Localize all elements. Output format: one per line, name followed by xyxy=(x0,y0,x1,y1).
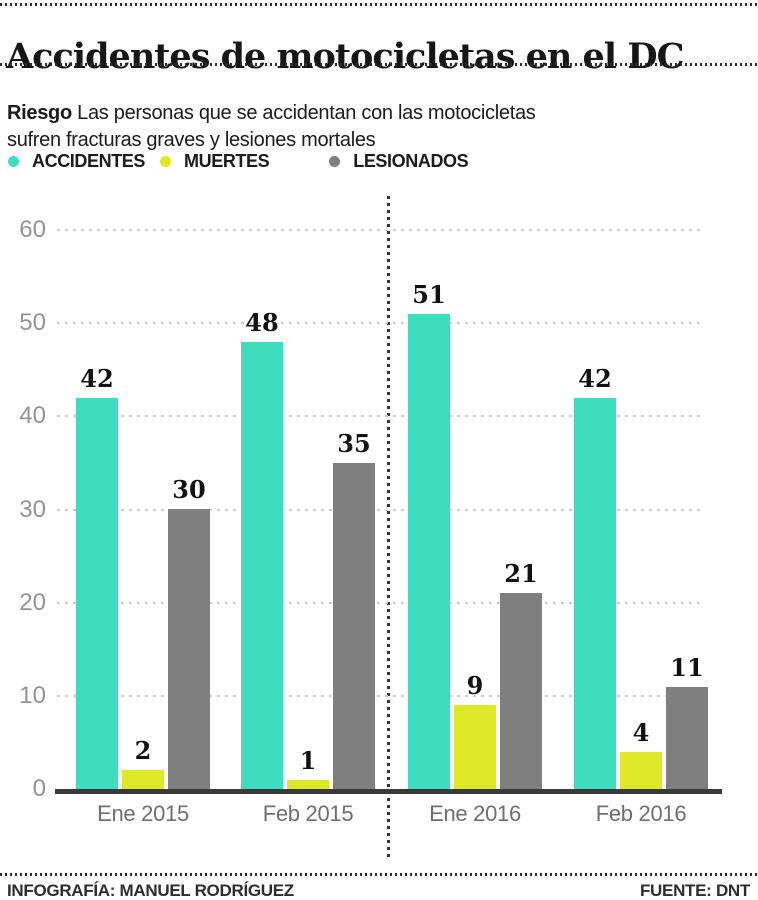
x-axis-category-label: Ene 2016 xyxy=(429,801,521,826)
bar-muertes-feb-2015 xyxy=(287,780,329,789)
gridline-20 xyxy=(57,601,705,604)
y-axis-tick-label: 10 xyxy=(19,681,46,709)
bar-muertes-ene-2015 xyxy=(122,770,164,789)
bar-value-label: 9 xyxy=(466,671,484,700)
bar-value-label: 21 xyxy=(504,559,538,588)
bar-value-label: 42 xyxy=(80,364,114,393)
legend-label-muertes: MUERTES xyxy=(184,150,270,171)
subtitle-text: Las personas que se accidentan con las m… xyxy=(7,102,536,151)
bar-value-label: 42 xyxy=(578,364,612,393)
bar-lesionados-ene-2015 xyxy=(168,509,210,789)
bar-lesionados-feb-2016 xyxy=(666,687,708,789)
x-axis-category-label: Feb 2016 xyxy=(595,801,687,826)
bar-value-label: 30 xyxy=(172,475,206,504)
bar-value-label: 2 xyxy=(134,736,152,765)
bar-value-label: 4 xyxy=(632,718,650,747)
legend-label-lesionados: LESIONADOS xyxy=(353,150,469,171)
legend-label-accidentes: ACCIDENTES xyxy=(32,150,146,171)
data-source: FUENTE: DNT xyxy=(639,881,750,900)
x-axis-category-label: Ene 2015 xyxy=(97,801,189,826)
gridline-60 xyxy=(57,229,705,231)
infographic-credit: INFOGRAFÍA: MANUEL RODRÍGUEZ xyxy=(7,881,294,900)
bar-accidentes-feb-2016 xyxy=(574,398,616,789)
gridline-10 xyxy=(57,694,705,697)
footer-dotted-rule xyxy=(0,873,758,876)
x-axis-category-label: Feb 2015 xyxy=(262,801,354,826)
page-title: Accidentes de motocicletas en el DC xyxy=(6,36,684,78)
bar-accidentes-ene-2015 xyxy=(76,398,118,789)
y-axis-tick-label: 40 xyxy=(19,402,46,430)
gridline-30 xyxy=(57,508,705,511)
chart-subtitle: Riesgo Las personas que se accidentan co… xyxy=(7,100,575,154)
title-dotted-rule xyxy=(0,63,758,66)
subtitle-kicker: Riesgo xyxy=(7,102,72,124)
gridline-50 xyxy=(57,322,705,325)
bar-lesionados-ene-2016 xyxy=(500,593,542,789)
y-axis-tick-label: 20 xyxy=(19,588,46,616)
x-axis-baseline xyxy=(55,789,722,794)
bar-accidentes-ene-2016 xyxy=(408,314,450,789)
top-dotted-rule xyxy=(0,3,758,6)
y-axis-tick-label: 60 xyxy=(19,216,46,243)
y-axis-tick-label: 30 xyxy=(19,495,46,523)
bar-value-label: 11 xyxy=(670,653,704,682)
year-divider-line xyxy=(387,196,390,858)
muertes-dot-icon xyxy=(160,155,172,167)
bar-accidentes-feb-2015 xyxy=(241,342,283,789)
chart-legend: ACCIDENTES MUERTES LESIONADOS xyxy=(8,148,748,174)
gridline-40 xyxy=(57,415,705,418)
accidentes-dot-icon xyxy=(8,155,19,167)
bar-lesionados-feb-2015 xyxy=(333,463,375,789)
legend-item-muertes: MUERTES xyxy=(160,150,270,172)
y-axis-tick-label: 0 xyxy=(32,775,46,802)
legend-item-lesionados: LESIONADOS xyxy=(329,150,469,172)
lesionados-dot-icon xyxy=(329,155,341,167)
bar-value-label: 35 xyxy=(337,429,371,458)
bar-muertes-ene-2016 xyxy=(454,705,496,789)
bar-value-label: 51 xyxy=(412,280,446,309)
bar-value-label: 48 xyxy=(245,308,279,337)
bar-value-label: 1 xyxy=(299,746,317,775)
bar-muertes-feb-2016 xyxy=(620,752,662,789)
legend-item-accidentes: ACCIDENTES xyxy=(8,151,145,172)
y-axis-tick-label: 50 xyxy=(19,309,46,337)
